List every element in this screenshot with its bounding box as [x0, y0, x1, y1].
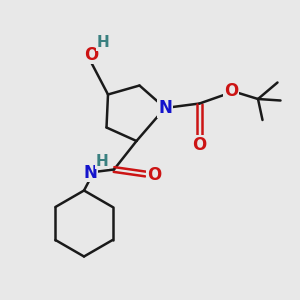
- Text: O: O: [147, 167, 161, 184]
- Text: N: N: [158, 99, 172, 117]
- Text: H: H: [96, 154, 108, 169]
- Text: O: O: [84, 46, 99, 64]
- Text: O: O: [224, 82, 238, 100]
- Text: O: O: [192, 136, 207, 154]
- Text: N: N: [83, 164, 97, 181]
- Text: H: H: [97, 35, 109, 50]
